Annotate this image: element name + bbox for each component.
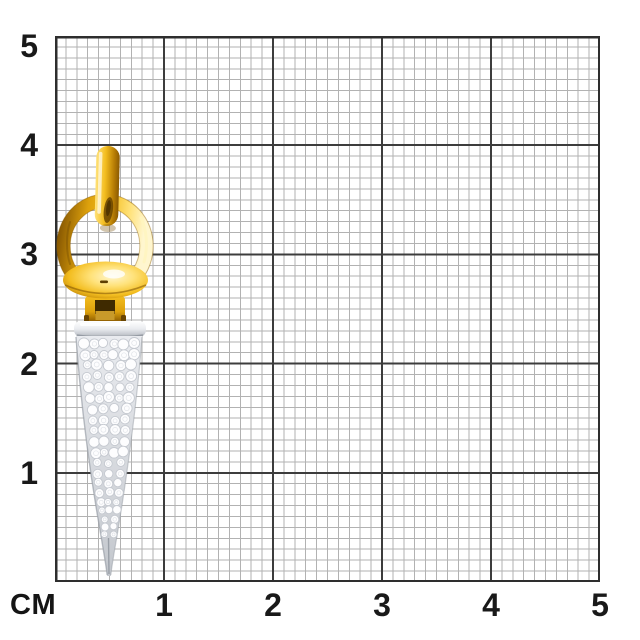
pendant-bail [94, 146, 120, 233]
unit-label: СМ [10, 589, 57, 621]
gold-diamond-pendant [56, 146, 154, 576]
x-tick-4: 4 [482, 587, 500, 623]
y-tick-1: 1 [20, 455, 38, 491]
pave-diamonds [77, 337, 141, 539]
y-tick-5: 5 [20, 28, 38, 64]
pendant-cap [74, 321, 146, 339]
y-tick-4: 4 [20, 127, 38, 163]
y-tick-2: 2 [20, 346, 38, 382]
pendant-horsebit-bar [63, 261, 148, 299]
x-tick-5: 5 [591, 587, 609, 623]
pendant-connector [84, 296, 126, 322]
x-tick-3: 3 [373, 587, 391, 623]
x-tick-1: 1 [155, 587, 173, 623]
pendant-diamond-cone [75, 336, 143, 576]
measurement-grid [55, 36, 600, 582]
y-tick-3: 3 [20, 236, 38, 272]
x-tick-2: 2 [264, 587, 282, 623]
